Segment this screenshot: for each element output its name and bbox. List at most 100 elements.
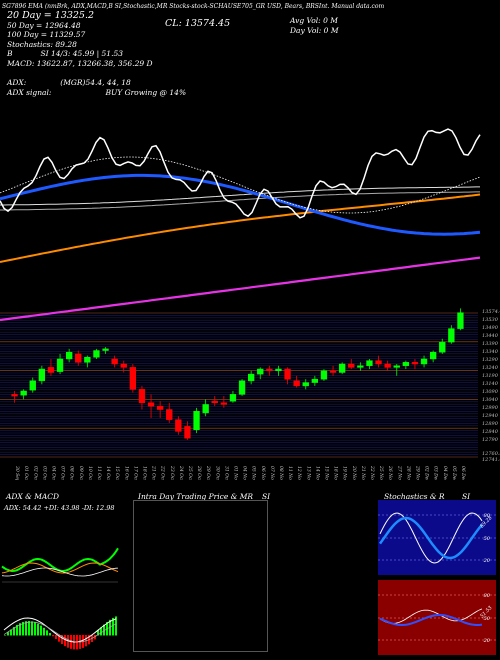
date-label: 13 Nov [305, 466, 311, 480]
candle-body [366, 360, 373, 366]
macd-bar [34, 622, 36, 636]
macd-bar [100, 627, 102, 636]
candle-body [420, 358, 428, 365]
candle-body [156, 405, 164, 410]
date-labels: 30 Sep 01 Oct 02 Oct 03 Oct 04 Oct 07 Oct 08 O… [14, 465, 466, 480]
ema50-text: 50 Day = 12964.48 [7, 20, 81, 30]
date-label: 18 Oct [141, 466, 147, 480]
macd-bar [103, 624, 105, 636]
candle-body [184, 426, 191, 439]
macd-bar [55, 635, 57, 640]
date-label: 12 Nov [296, 466, 302, 480]
macd-bar [31, 621, 33, 636]
adx-line [1, 567, 119, 577]
macd-bar [52, 635, 54, 637]
date-label: 30 Sep [14, 466, 20, 480]
candle-body [229, 394, 237, 402]
candle-body [175, 419, 182, 432]
candle-body [129, 367, 137, 390]
price-label: 13040 [482, 397, 499, 403]
price-label: 13574.45 [482, 309, 500, 315]
price-label: 13340 [482, 349, 499, 355]
candle-body [266, 368, 273, 372]
si-signal-line [379, 614, 483, 627]
price-label: 13240 [482, 365, 499, 371]
price-label: 13490 [482, 325, 499, 331]
date-label: 20 Nov [351, 465, 357, 480]
candle-body [293, 380, 300, 387]
stoch-si-label: SI [462, 492, 471, 501]
price-label: 13530 [482, 317, 499, 323]
candle-body [11, 394, 18, 397]
si-line [379, 608, 483, 624]
date-label: 29 Nov [414, 465, 420, 480]
price-label: 13140 [482, 381, 499, 387]
macd-bar [94, 635, 96, 640]
macd-bar [40, 625, 42, 636]
ema-lines [0, 128, 481, 322]
macd-bar [16, 624, 18, 636]
candle-body [384, 363, 391, 368]
price-label: 12790 [482, 437, 499, 443]
ema20-text: 20 Day = 13325.2 [7, 10, 95, 21]
price-label-low: 12760.86 [482, 451, 500, 457]
date-label: 28 Nov [405, 465, 411, 480]
macd-bar [64, 635, 66, 647]
adx-value: (MGR)54.4, 44, 18 [60, 78, 131, 87]
macd-bar [97, 630, 99, 636]
price-label: 13440 [482, 333, 499, 339]
candle-body [220, 402, 228, 405]
macd-bar [7, 632, 9, 636]
macd-bar [4, 635, 6, 636]
macd-line [3, 617, 117, 643]
date-label: 16 Oct [123, 466, 129, 480]
date-label: 23 Oct [169, 465, 175, 480]
price-label: 12990 [482, 405, 499, 411]
date-label: 31 Oct [223, 466, 229, 480]
price-label: 13190 [482, 373, 499, 379]
candle-body [238, 380, 246, 395]
macd-bar [46, 630, 48, 636]
date-label: 08 Oct [69, 466, 75, 480]
candle-body [138, 389, 146, 404]
macd-bar [10, 629, 12, 636]
si-text: SI 14/3: 45.99 | 51.53 [40, 49, 123, 59]
close-text: CL: 13574.45 [165, 18, 231, 29]
si-level-label: 20 [483, 638, 491, 644]
date-label: 03 Oct [41, 466, 47, 480]
ema-orange-line [0, 193, 481, 263]
info-block: 20 Day = 13325.2 50 Day = 12964.48 100 D… [7, 11, 153, 69]
candle-body [193, 410, 200, 431]
date-label: 05 Dec [451, 466, 457, 480]
candle-body [439, 341, 446, 353]
date-label: 07 Nov [269, 466, 275, 480]
adx-panel-title: ADX & MACD [6, 492, 60, 501]
stoch-level-label: 20 [483, 558, 491, 564]
si-background [378, 580, 496, 655]
candle-body [402, 362, 410, 366]
date-label: 14 Nov [314, 466, 320, 480]
ema-white-line-2 [0, 191, 480, 211]
adx-macd-panel: ADX: 54.42 +DI: 43.98 -DI: 12.98 [1, 504, 119, 650]
macd-bar [61, 635, 63, 645]
candle-body [320, 370, 328, 380]
date-label: 02 Dec [424, 466, 430, 480]
price-label: 12890 [482, 421, 499, 427]
candle-body [120, 363, 127, 368]
candle-body [29, 380, 36, 391]
candle-body [38, 368, 46, 382]
adx-minus-di [1, 562, 119, 574]
candle-body [448, 328, 455, 343]
intraday-panel [133, 500, 268, 652]
date-label: 01 Nov [232, 466, 238, 480]
candle-body [393, 365, 400, 368]
price-gridlines [0, 312, 478, 458]
stochastics-text: Stochastics: 89.28 [7, 39, 77, 49]
date-label: 21 Oct [151, 465, 157, 480]
date-label: 03 Dec [433, 466, 439, 480]
signal-text: BUY Growing @ 14% [105, 87, 187, 97]
main-chart: 13574.45 13530 13490 13440 13390 13340 13290 13… [0, 128, 500, 480]
date-label: 30 Oct [214, 466, 220, 480]
price-line [0, 128, 481, 219]
stoch-level-label: 50 [484, 536, 491, 542]
